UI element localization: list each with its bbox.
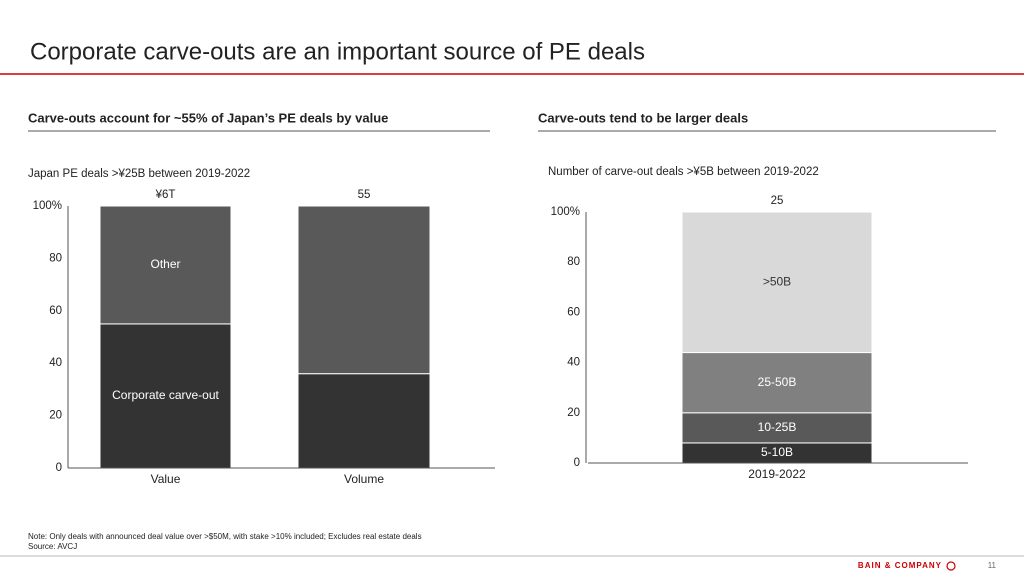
y-tick-label: 0	[574, 457, 580, 469]
bar-segment	[681, 412, 873, 444]
bar-segment	[297, 205, 431, 375]
y-tick-label: 100%	[551, 206, 580, 218]
y-tick-label: 100%	[33, 200, 62, 212]
segment-label: 5-10B	[761, 445, 793, 459]
x-tick-label: 2019-2022	[748, 467, 806, 481]
y-tick-label: 20	[49, 410, 62, 422]
page-number: 11	[988, 561, 997, 570]
y-tick-label: 60	[49, 305, 62, 317]
y-tick-label: 40	[49, 357, 62, 369]
segment-label: Corporate carve-out	[112, 388, 219, 402]
slide-title: Corporate carve-outs are an important so…	[30, 38, 645, 65]
y-tick-label: 20	[567, 407, 580, 419]
source: Source: AVCJ	[28, 542, 77, 551]
bar-total-label: 55	[358, 189, 371, 201]
note: Note: Only deals with announced deal val…	[28, 532, 422, 541]
segment-label: >50B	[763, 274, 791, 288]
segment-label: Other	[150, 257, 180, 271]
bar-segment	[681, 352, 873, 414]
chart-subtitle: Number of carve-out deals >¥5B between 2…	[548, 166, 819, 178]
brand-icon	[946, 561, 956, 571]
y-tick-label: 80	[49, 252, 62, 264]
bar-total-label: ¥6T	[155, 189, 176, 201]
chart-heading: Carve-outs tend to be larger deals	[538, 110, 748, 125]
segment-label: 25-50B	[758, 375, 797, 389]
bar-segment	[681, 211, 873, 354]
bar-segment	[297, 373, 431, 469]
y-tick-label: 60	[567, 306, 580, 318]
bar-total-label: 25	[771, 195, 784, 207]
chart-heading: Carve-outs account for ~55% of Japan’s P…	[28, 110, 388, 125]
y-tick-label: 80	[567, 256, 580, 268]
segment-label: 10-25B	[758, 420, 797, 434]
x-tick-label: Volume	[344, 472, 384, 486]
chart-subtitle: Japan PE deals >¥25B between 2019-2022	[28, 168, 250, 180]
x-tick-label: Value	[151, 472, 181, 486]
y-tick-label: 0	[56, 462, 62, 474]
y-tick-label: 40	[567, 357, 580, 369]
brand: BAIN & COMPANY	[858, 561, 942, 570]
bar-segment	[99, 205, 232, 325]
